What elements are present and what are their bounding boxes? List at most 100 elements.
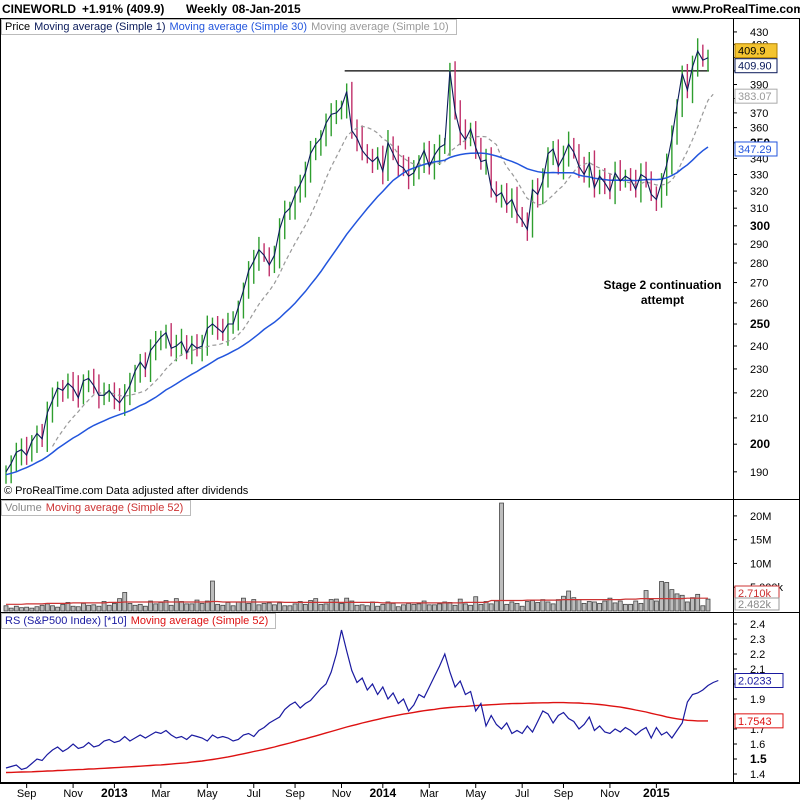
header-date: 08-Jan-2015 (232, 2, 301, 16)
volume-bar (462, 603, 468, 612)
volume-bar (679, 594, 685, 612)
volume-bar (220, 604, 226, 612)
volume-bar (333, 598, 339, 612)
volume-bar (648, 599, 654, 612)
rs-pane-frame (0, 612, 800, 783)
rs-tick-label: 1.6 (750, 739, 765, 751)
volume-bar (586, 601, 592, 612)
volume-bar (380, 603, 386, 612)
rs-line (5, 629, 719, 771)
ma30-line (5, 146, 709, 476)
volume-bar (406, 602, 412, 612)
volume-bar (364, 605, 370, 612)
volume-bar (684, 601, 690, 612)
rs-legend-rs[interactable]: RS (S&P500 Index) [*10] (5, 615, 127, 627)
volume-bar (3, 605, 9, 612)
volume-bar (29, 607, 35, 612)
volume-bar (416, 603, 422, 612)
price-tick-label: 300 (750, 219, 770, 233)
volume-bar (659, 581, 664, 612)
volume-bar (189, 603, 195, 612)
volume-bar (184, 603, 190, 612)
volume-bar (215, 603, 221, 612)
price-legend-ma10[interactable]: Moving average (Simple 10) (311, 21, 449, 33)
volume-bar (540, 599, 546, 612)
volume-bar (468, 604, 473, 612)
volume-ma-badge: 2.710k (738, 588, 772, 600)
volume-tick-label: 20M (750, 511, 771, 523)
rs-tick-label: 1.9 (750, 694, 765, 706)
volume-legend-ma52[interactable]: Moving average (Simple 52) (45, 502, 184, 514)
x-tick-label: Sep (285, 788, 305, 800)
x-tick-label: Nov (63, 788, 83, 800)
x-tick-label: May (197, 788, 218, 800)
volume-bar (555, 599, 561, 612)
volume-bar (60, 603, 66, 612)
volume-bar (111, 602, 117, 612)
volume-bar (282, 605, 288, 612)
volume-bar (437, 603, 442, 612)
rs-legend-ma52[interactable]: Moving average (Simple 52) (130, 615, 269, 627)
volume-bar (395, 606, 401, 612)
chart-header: CINEWORLD +1.91% (409.9) Weekly 08-Jan-2… (0, 0, 800, 18)
volume-bar (504, 603, 510, 612)
volume-bar (339, 602, 344, 612)
volume-pane-frame (0, 499, 800, 613)
rs-legend: RS (S&P500 Index) [*10] Moving average (S… (1, 613, 277, 629)
price-tick-label: 330 (750, 169, 768, 181)
rs-ma-badge: 1.7543 (738, 716, 772, 728)
volume-bar (390, 602, 396, 612)
volume-bar (401, 604, 406, 612)
header-symbol: CINEWORLD (2, 2, 76, 16)
volume-bar (473, 596, 479, 612)
volume-bar (633, 600, 639, 612)
volume-bar (576, 599, 582, 612)
volume-bar (664, 582, 670, 612)
volume-bar (277, 602, 282, 612)
volume-bar (308, 600, 313, 612)
volume-bar (8, 607, 14, 612)
volume-bar (272, 604, 277, 612)
rs-ma-badge-box (734, 713, 784, 729)
price-legend-price[interactable]: Price (5, 21, 31, 33)
volume-bar (39, 604, 45, 612)
volume-bar (370, 601, 375, 612)
volume-bar (695, 593, 701, 612)
volume-bar (96, 605, 102, 612)
volume-bar (545, 601, 551, 612)
x-tick-label: May (465, 788, 486, 800)
volume-bar (70, 605, 76, 612)
rs-ma52-line (5, 701, 708, 774)
volume-bar (447, 602, 453, 612)
volume-bar (55, 606, 61, 612)
annotation-line-1: Stage 2 continuation (603, 278, 722, 292)
volume-bar (628, 603, 633, 612)
volume-bar (292, 603, 298, 612)
price-legend-ma1[interactable]: Moving average (Simple 1) (34, 21, 166, 33)
price-tick-label: 240 (750, 341, 768, 353)
rs-tick-label: 2.1 (750, 664, 765, 676)
price-legend-ma30[interactable]: Moving average (Simple 30) (169, 21, 308, 33)
volume-bar (519, 605, 525, 612)
volume-bar (483, 601, 489, 612)
volume-bar (199, 602, 205, 612)
annotation-line-2: attempt (640, 293, 685, 307)
volume-bar (75, 606, 81, 612)
volume-bar (168, 604, 174, 612)
volume-bar (230, 605, 236, 612)
volume-bar (137, 603, 143, 612)
volume-bar (457, 598, 463, 612)
volume-bar (607, 597, 613, 612)
volume-bar (179, 601, 184, 612)
volume-bar (148, 600, 153, 612)
volume-bar (643, 590, 649, 612)
last-ma1-badge: 409.90 (738, 61, 772, 73)
x-tick-label: Mar (420, 788, 439, 800)
volume-bar (13, 605, 19, 612)
volume-bar (493, 600, 499, 612)
volume-bar (225, 602, 231, 612)
volume-bar (101, 601, 107, 612)
volume-bar (442, 601, 448, 612)
volume-legend-volume[interactable]: Volume (5, 502, 42, 514)
